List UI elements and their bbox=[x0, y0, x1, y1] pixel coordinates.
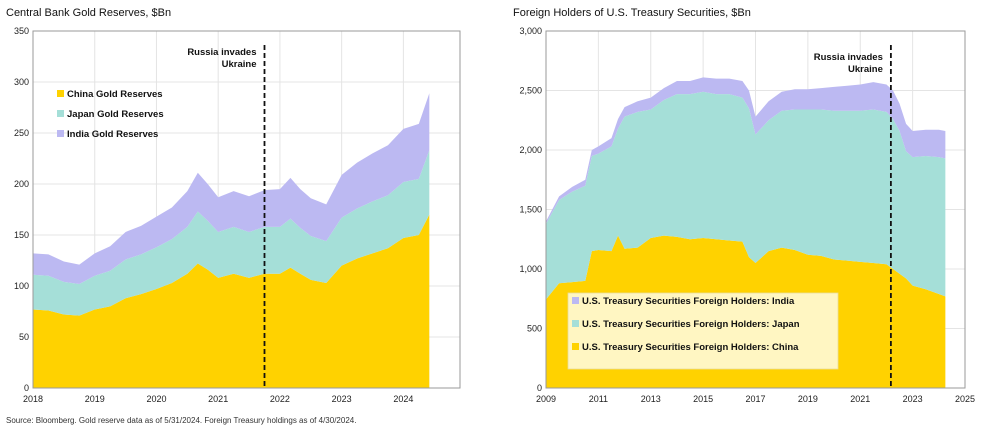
annotation-label: Russia invades bbox=[187, 47, 256, 58]
series-area-1 bbox=[33, 214, 430, 388]
y-tick-label: 500 bbox=[527, 324, 542, 334]
x-tick-label: 2017 bbox=[745, 394, 765, 404]
y-tick-label: 0 bbox=[24, 383, 29, 393]
annotation-label: Ukraine bbox=[222, 59, 257, 70]
x-tick-label: 2024 bbox=[393, 394, 413, 404]
legend-entry: Japan Gold Reserves bbox=[67, 109, 164, 120]
legend-entry: U.S. Treasury Securities Foreign Holders… bbox=[582, 319, 800, 330]
series-area-2 bbox=[33, 150, 430, 316]
chart-title: Central Bank Gold Reserves, $Bn bbox=[6, 7, 171, 19]
legend-swatch bbox=[572, 320, 579, 327]
legend-swatch bbox=[57, 130, 64, 137]
legend-entry: U.S. Treasury Securities Foreign Holders… bbox=[582, 342, 799, 353]
x-tick-label: 2023 bbox=[903, 394, 923, 404]
x-tick-label: 2009 bbox=[536, 394, 556, 404]
source-note: Source: Bloomberg. Gold reserve data as … bbox=[6, 416, 357, 425]
x-tick-label: 2023 bbox=[332, 394, 352, 404]
x-tick-label: 2015 bbox=[693, 394, 713, 404]
x-tick-label: 2011 bbox=[589, 394, 608, 404]
plot-frame bbox=[32, 30, 461, 389]
legend-box bbox=[567, 292, 839, 370]
chart-1: Central Bank Gold Reserves, $Bn 0 50 100 150… bbox=[6, 7, 461, 404]
x-tick-label: 2021 bbox=[208, 394, 228, 404]
y-tick-label: 2,500 bbox=[519, 86, 542, 96]
x-tick-label: 2018 bbox=[23, 394, 43, 404]
legend-entry: India Gold Reserves bbox=[67, 129, 158, 140]
y-tick-label: 1,500 bbox=[519, 205, 542, 215]
chart-2: Foreign Holders of U.S. Treasury Securit… bbox=[513, 7, 975, 404]
y-tick-label: 150 bbox=[14, 230, 29, 240]
series-area-2 bbox=[546, 91, 946, 300]
x-tick-label: 2019 bbox=[798, 394, 818, 404]
x-tick-label: 2025 bbox=[955, 394, 975, 404]
x-tick-label: 2013 bbox=[641, 394, 661, 404]
y-tick-label: 300 bbox=[14, 77, 29, 87]
legend-swatch bbox=[57, 110, 64, 117]
y-tick-label: 250 bbox=[14, 128, 29, 138]
y-tick-label: 350 bbox=[14, 26, 29, 36]
y-tick-label: 2,000 bbox=[519, 145, 542, 155]
legend-entry: U.S. Treasury Securities Foreign Holders… bbox=[582, 296, 795, 307]
y-tick-label: 0 bbox=[537, 383, 542, 393]
y-tick-label: 3,000 bbox=[519, 26, 542, 36]
legend-swatch bbox=[572, 297, 579, 304]
y-tick-label: 100 bbox=[14, 281, 29, 291]
legend-entry: China Gold Reserves bbox=[67, 89, 163, 100]
x-tick-label: 2021 bbox=[850, 394, 870, 404]
legend-swatch bbox=[572, 343, 579, 350]
x-tick-label: 2019 bbox=[85, 394, 105, 404]
x-tick-label: 2022 bbox=[270, 394, 290, 404]
series-area-3 bbox=[33, 93, 430, 284]
annotation-label: Russia invades bbox=[814, 52, 883, 63]
y-tick-label: 50 bbox=[19, 332, 29, 342]
y-tick-label: 1,000 bbox=[519, 264, 542, 274]
annotation-label: Ukraine bbox=[848, 64, 883, 75]
plot-frame bbox=[545, 30, 966, 389]
chart-title: Foreign Holders of U.S. Treasury Securit… bbox=[513, 7, 751, 19]
legend-swatch bbox=[57, 90, 64, 97]
x-tick-label: 2020 bbox=[146, 394, 166, 404]
y-tick-label: 200 bbox=[14, 179, 29, 189]
